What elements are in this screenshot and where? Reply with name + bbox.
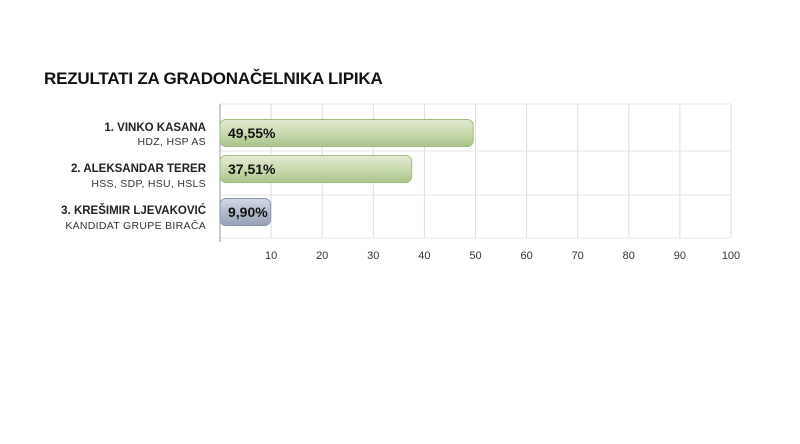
x-tick-label: 50 [469, 250, 481, 262]
bar [219, 198, 272, 226]
x-tick-label: 100 [722, 250, 740, 262]
category-label: 1. VINKO KASANA [104, 122, 206, 134]
x-tick-label: 10 [265, 250, 277, 262]
x-tick-label: 80 [623, 250, 635, 262]
x-tick-label: 70 [572, 250, 584, 262]
bar-value-label: 49,55% [228, 125, 276, 141]
category-label: 3. KREŠIMIR LJEVAKOVIĆ [61, 204, 206, 217]
category-sublabel: KANDIDAT GRUPE BIRAČA [65, 219, 206, 232]
x-tick-label: 20 [316, 250, 328, 262]
x-tick-label: 90 [674, 250, 686, 262]
bar [219, 155, 413, 183]
x-tick-label: 30 [367, 250, 379, 262]
bar [219, 119, 474, 147]
category-label: 2. ALEKSANDAR TERER [71, 163, 207, 175]
bar-value-label: 37,51% [228, 161, 276, 177]
x-tick-label: 60 [520, 250, 532, 262]
category-sublabel: HSS, SDP, HSU, HSLS [91, 178, 206, 190]
chart-title: REZULTATI ZA GRADONAČELNIKA LIPIKA [44, 69, 383, 88]
x-tick-label: 40 [418, 250, 430, 262]
bar-value-label: 9,90% [228, 204, 268, 220]
category-sublabel: HDZ, HSP AS [138, 136, 206, 148]
